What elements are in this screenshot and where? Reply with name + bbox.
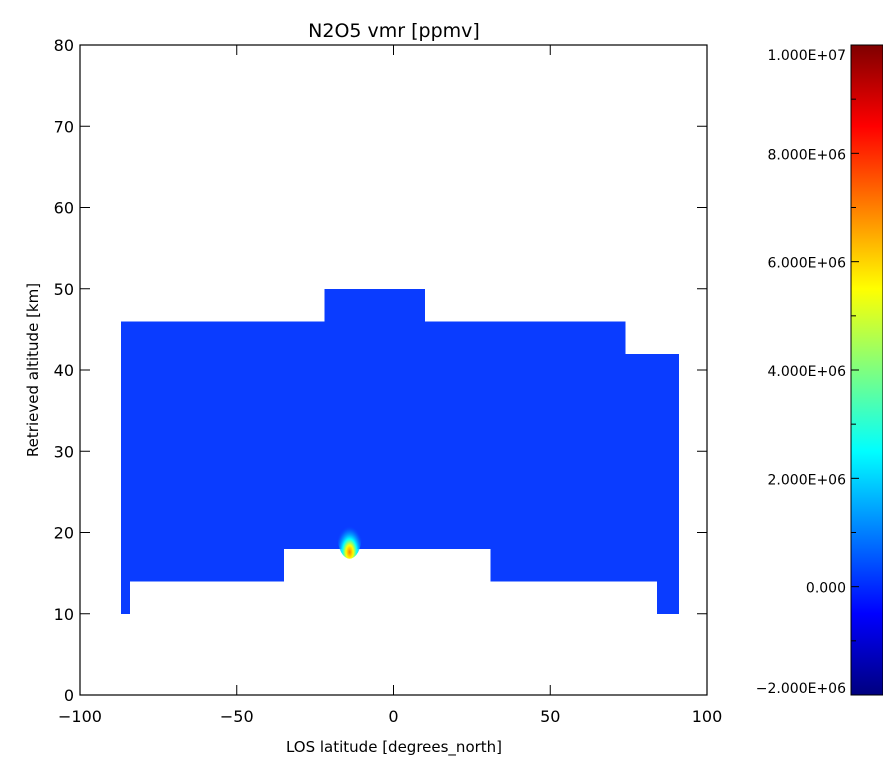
colorbar-tick-label-0: −2.000E+06	[756, 681, 846, 697]
y-tick-label-6: 60	[54, 199, 74, 218]
y-tick-label-3: 30	[54, 442, 74, 461]
colorbar-tick-label-6: 1.000E+07	[768, 48, 846, 64]
x-tick-label-2: 0	[388, 707, 398, 726]
y-tick-label-1: 10	[54, 605, 74, 624]
colorbar-tick-label-1: 0.000	[806, 581, 846, 597]
data-block-6	[625, 353, 657, 582]
y-tick-label-8: 80	[54, 36, 74, 55]
chart-title: N2O5 vmr [ppmv]	[308, 20, 480, 42]
x-tick-label-3: 50	[540, 707, 560, 726]
data-block-4	[424, 321, 491, 549]
colorbar-tick-label-2: 2.000E+06	[768, 472, 847, 488]
data-block-1	[130, 321, 284, 582]
colorbar-tick-label-3: 4.000E+06	[768, 364, 847, 380]
data-block-2	[283, 321, 325, 549]
colorbar-tick-label-4: 6.000E+06	[768, 256, 847, 272]
data-layer	[120, 288, 679, 614]
x-tick-label-0: −100	[58, 707, 102, 726]
y-tick-label-2: 20	[54, 524, 74, 543]
data-block-0	[120, 321, 131, 614]
colorbar-ticks: −2.000E+06 0.000 2.000E+06 4.000E+06 6.000E+…	[756, 44, 859, 697]
x-axis-label: LOS latitude [degrees_north]	[286, 738, 502, 757]
axis-ticks: −100 −50 0 50 100 0 10 20 30 40 50 60 70 80	[54, 36, 723, 726]
data-block-5	[490, 321, 626, 582]
y-tick-label-0: 0	[64, 686, 74, 705]
colorbar-tick-label-5: 8.000E+06	[768, 147, 847, 163]
hotspot	[337, 514, 362, 559]
y-tick-label-7: 70	[54, 117, 74, 136]
x-tick-label-4: 100	[692, 707, 723, 726]
x-tick-label-1: −50	[220, 707, 254, 726]
data-block-3	[324, 288, 425, 549]
y-tick-label-4: 40	[54, 361, 74, 380]
y-axis-label: Retrieved altitude [km]	[24, 283, 42, 457]
y-tick-label-5: 50	[54, 280, 74, 299]
data-block-7	[656, 353, 679, 614]
